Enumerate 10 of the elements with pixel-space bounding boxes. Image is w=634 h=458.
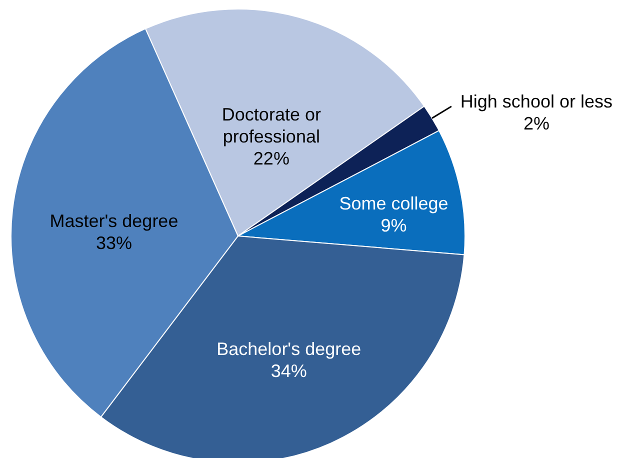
data-label: 34% [270, 361, 307, 381]
slice-label: High school or less [460, 91, 612, 112]
data-label: 9% [380, 215, 407, 236]
data-label: 33% [96, 232, 132, 253]
data-label: 2% [523, 113, 550, 134]
slice-label: Bachelor's degree [216, 339, 362, 359]
slice-label: Master's degree [50, 210, 178, 231]
slice-label: Some college [339, 193, 448, 214]
data-label: 22% [253, 148, 290, 169]
slice-label: Doctorate or professional [222, 104, 321, 147]
